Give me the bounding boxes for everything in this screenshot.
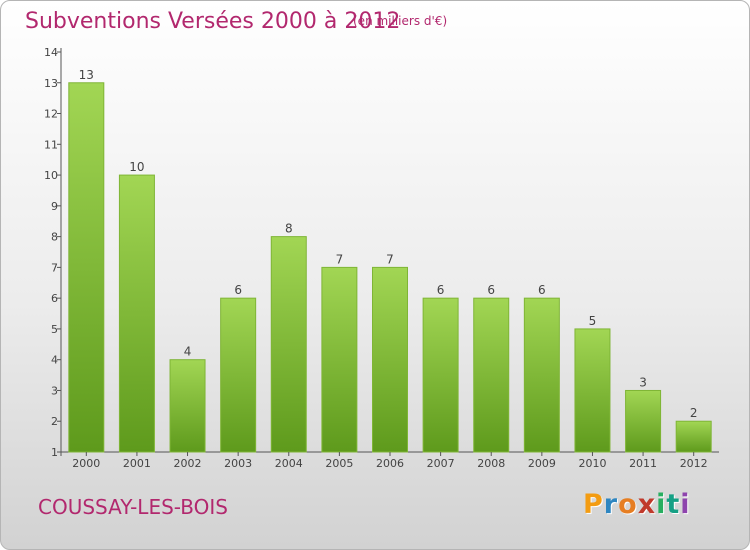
location-name: COUSSAY-LES-BOIS (38, 495, 228, 519)
chart-title: Subventions Versées 2000 à 2012 (25, 9, 401, 34)
bar-2000 (68, 82, 105, 453)
x-tick-label: 2004 (275, 457, 303, 470)
bar-2010 (574, 328, 611, 453)
bar-2003 (220, 297, 257, 453)
y-tick-label: 11 (44, 138, 58, 151)
x-tick-label: 2002 (174, 457, 202, 470)
logo-letter: x (637, 489, 657, 520)
y-tick-label: 10 (44, 169, 58, 182)
bar-value-label: 7 (386, 252, 394, 266)
bar-2002 (169, 359, 206, 453)
y-tick-label: 6 (51, 292, 58, 305)
bar-value-label: 2 (690, 406, 698, 420)
bar-value-label: 7 (336, 252, 344, 266)
logo-letter: P (583, 489, 604, 520)
bar-2012 (675, 420, 712, 453)
bar-value-label: 10 (129, 160, 144, 174)
y-tick-label: 14 (44, 46, 58, 59)
y-tick-label: 13 (44, 77, 58, 90)
bar-value-label: 8 (285, 222, 293, 236)
y-tick-label: 9 (51, 200, 58, 213)
bar-value-label: 6 (538, 283, 546, 297)
y-tick-label: 12 (44, 108, 58, 121)
x-tick-label: 2000 (72, 457, 100, 470)
x-tick-label: 2001 (123, 457, 151, 470)
proxiti-logo: Proxiti (583, 489, 691, 520)
y-tick-label: 5 (51, 323, 58, 336)
bar-2004 (270, 236, 307, 453)
chart-subtitle: (en milliers d'€) (353, 14, 448, 28)
y-tick-label: 2 (51, 415, 58, 428)
y-tick-label: 7 (51, 261, 58, 274)
x-tick-label: 2003 (224, 457, 252, 470)
x-tick-label: 2012 (680, 457, 708, 470)
chart-value-labels: 13 10 4 6 8 7 7 6 6 6 5 3 2 (79, 68, 698, 420)
logo-letter: o (618, 489, 638, 520)
bar-value-label: 3 (639, 375, 647, 389)
bar-value-label: 6 (437, 283, 445, 297)
bar-2011 (625, 389, 662, 453)
bar-2009 (523, 297, 560, 453)
x-tick-label: 2006 (376, 457, 404, 470)
bar-value-label: 6 (487, 283, 495, 297)
y-tick-label: 1 (51, 446, 58, 459)
logo-letter: i (680, 489, 691, 520)
logo-letter: t (666, 489, 681, 520)
y-tick-label: 3 (51, 384, 58, 397)
y-tick-label: 4 (51, 354, 58, 367)
x-tick-label: 2009 (528, 457, 556, 470)
x-tick-label: 2005 (325, 457, 353, 470)
bar-value-label: 5 (589, 314, 597, 328)
x-tick-label: 2010 (578, 457, 606, 470)
bar-2007 (422, 297, 459, 453)
chart-bars (68, 82, 712, 453)
logo-letter: r (603, 489, 619, 520)
x-tick-label: 2011 (629, 457, 657, 470)
y-tick-label: 8 (51, 231, 58, 244)
bar-2001 (118, 174, 155, 453)
bar-2005 (321, 266, 358, 453)
logo-letter: i (656, 489, 667, 520)
bar-2006 (372, 266, 408, 453)
x-tick-label: 2007 (427, 457, 455, 470)
bar-value-label: 6 (234, 283, 242, 297)
bar-2008 (473, 297, 510, 453)
x-tick-label: 2008 (477, 457, 505, 470)
bar-value-label: 4 (184, 345, 192, 359)
bar-value-label: 13 (79, 68, 94, 82)
